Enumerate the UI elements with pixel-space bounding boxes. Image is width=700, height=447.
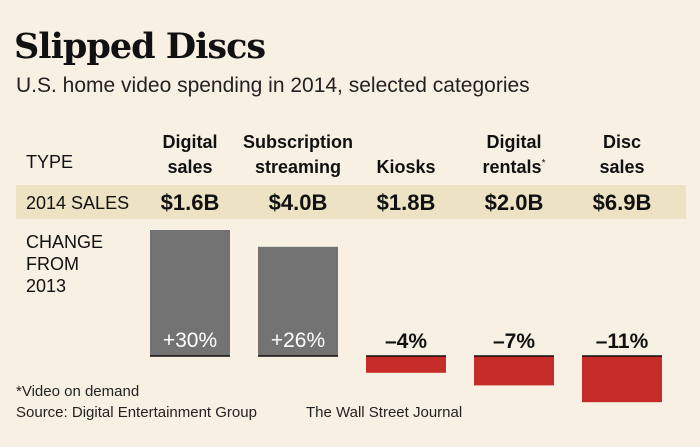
bar (150, 230, 230, 356)
data-label: +26% (271, 329, 325, 352)
footnote: *Video on demand (16, 383, 140, 400)
column-header-line1: Digital (162, 132, 218, 152)
bar (366, 356, 446, 373)
column-header-line2: sales (562, 153, 682, 178)
source-note: Source: Digital Entertainment Group (16, 404, 257, 421)
sales-row-label: 2014 SALES (26, 193, 130, 213)
column-header: Kiosks (346, 131, 466, 178)
footnote-marker: * (541, 158, 546, 169)
column-header: Digital rentals* (454, 131, 574, 178)
column-header-text: sales (599, 157, 645, 177)
sales-value: $1.8B (376, 190, 436, 215)
column-header-text: sales (167, 157, 213, 177)
change-label-line: 2013 (26, 276, 67, 296)
type-row-label: TYPE (26, 152, 74, 172)
change-row-label: CHANGE FROM 2013 (26, 231, 103, 297)
column-header-line2: Kiosks (346, 153, 466, 178)
sales-value: $1.6B (160, 190, 220, 215)
change-label-line: CHANGE (26, 232, 104, 252)
bar (582, 356, 662, 403)
data-label: +30% (163, 329, 217, 352)
sales-value: $2.0B (484, 190, 544, 215)
sales-value: $4.0B (268, 190, 328, 215)
credit: The Wall Street Journal (306, 404, 463, 421)
data-label: –4% (385, 330, 427, 353)
sales-band (16, 185, 686, 219)
chart-title: Slipped Discs (14, 26, 266, 67)
sales-value: $6.9B (592, 190, 652, 215)
column-header-line1: Disc (602, 132, 642, 152)
bar (474, 356, 554, 386)
column-header-text: streaming (254, 157, 342, 177)
column-header: Disc sales (562, 131, 682, 178)
column-header-line1: Subscription (242, 132, 353, 152)
data-label: –7% (493, 330, 535, 353)
column-header-line2: streaming (238, 153, 358, 178)
bar (258, 246, 338, 356)
column-header-text: Kiosks (376, 157, 436, 177)
column-header: Digital sales (130, 131, 250, 178)
column-header-text: rentals (482, 157, 542, 177)
column-header-line1: Digital (486, 132, 542, 152)
column-header-line2: rentals* (454, 153, 574, 178)
data-label: –11% (596, 330, 649, 353)
chart-subtitle: U.S. home video spending in 2014, select… (16, 74, 530, 97)
column-header: Subscription streaming (238, 131, 358, 178)
change-label-line: FROM (26, 254, 79, 274)
column-header-line2: sales (130, 153, 250, 178)
